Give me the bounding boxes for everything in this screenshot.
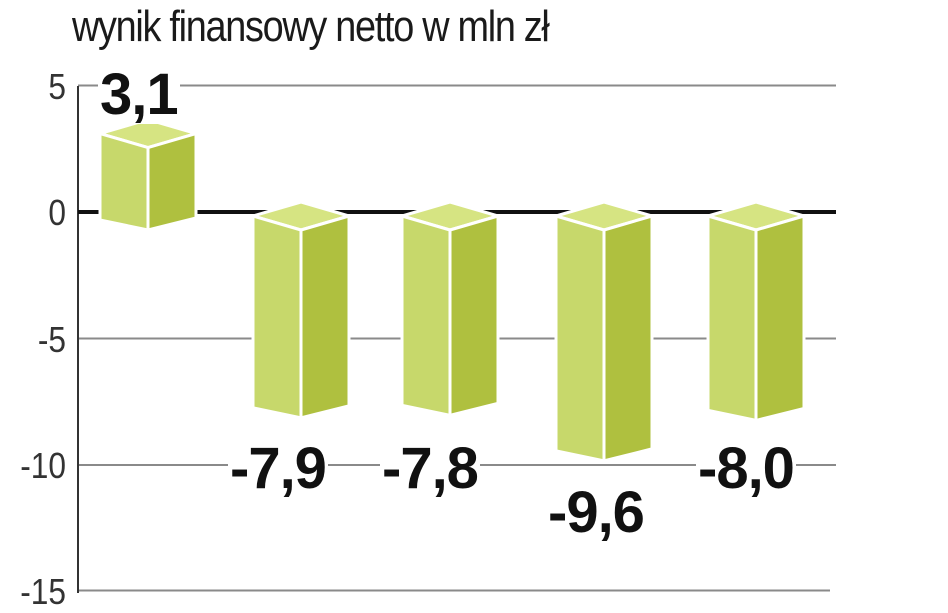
bar-left-face <box>706 214 758 422</box>
y-tick-label: -5 <box>37 319 66 360</box>
bar-2 <box>251 200 351 420</box>
bar-right-face <box>754 214 806 422</box>
value-label-bar-5: -8,0 <box>696 436 796 501</box>
y-tick-label: 0 <box>48 192 66 233</box>
y-tick-label: -15 <box>20 571 66 612</box>
bar-chart: wynik finansowy netto w mln zł 5 0 -5 -1… <box>20 2 836 612</box>
y-tick-label: 5 <box>48 66 66 107</box>
plot-area <box>77 84 836 593</box>
bar-right-face <box>146 132 198 232</box>
chart-title: wynik finansowy netto w mln zł <box>72 2 550 51</box>
bar-right-face <box>299 214 351 420</box>
y-tick-label: -10 <box>20 445 66 486</box>
value-label-bar-2: -7,9 <box>228 436 328 501</box>
bar-left-face <box>554 214 606 463</box>
bar-right-face <box>448 214 500 417</box>
bar-left-face <box>400 214 452 417</box>
value-label-bar-3: -7,8 <box>380 436 480 501</box>
bar-left-face <box>98 132 150 232</box>
bar-3 <box>400 200 500 417</box>
bar-1 <box>98 118 198 232</box>
bar-4 <box>554 200 654 463</box>
value-label-bar-4: -9,6 <box>546 480 646 545</box>
value-label-bar-1: 3,1 <box>98 62 180 127</box>
bar-left-face <box>251 214 303 420</box>
bar-5 <box>706 200 806 422</box>
bar-right-face <box>602 214 654 463</box>
